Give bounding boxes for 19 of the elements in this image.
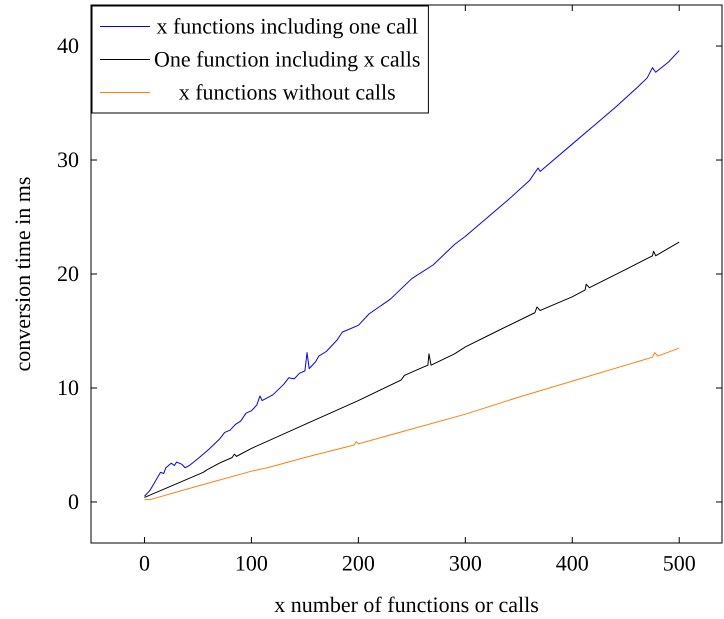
x-tick-label: 400 [556,550,589,576]
y-tick-label: 0 [68,489,79,514]
y-tick-label: 20 [57,261,79,286]
legend-label: One function including x calls [154,46,420,72]
x-tick-label: 100 [234,550,268,576]
legend-label: x functions including one call [156,14,418,38]
y-tick-label: 10 [57,375,79,400]
line-series [144,50,680,497]
x-tick-label: 500 [662,550,696,576]
x-axis-title: x number of functions or calls [274,592,539,617]
x-tick-label: 300 [448,550,482,576]
y-tick-label: 30 [57,147,79,172]
y-tick-label: 40 [57,33,79,58]
line-series [144,242,680,498]
x-tick-label: 0 [138,550,150,576]
x-tick-label: 200 [342,550,375,576]
y-axis-title: conversion time in ms [10,176,35,372]
legend-label: x functions without calls [178,80,396,104]
line-series [144,348,680,500]
